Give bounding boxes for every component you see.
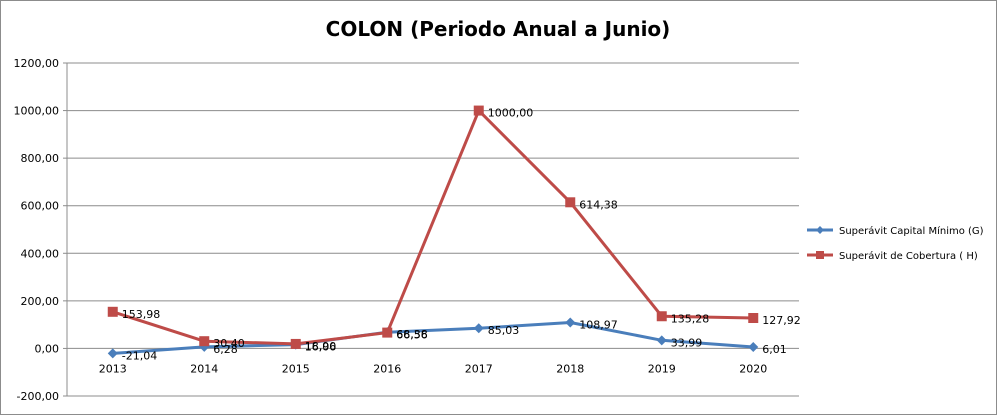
legend: Superávit Capital Mínimo (G) Superávit de…: [807, 225, 984, 262]
series-line-2: [112, 109, 754, 346]
x-tick-label: 2014: [190, 362, 218, 375]
series-marker-square: [107, 306, 118, 317]
series-marker-diamond: [656, 335, 667, 346]
data-label: 1000,00: [488, 107, 534, 120]
data-label: 6,01: [762, 343, 787, 356]
y-tick-label: -200,00: [17, 390, 59, 403]
series-marker-square: [290, 338, 301, 349]
series-marker-square: [748, 313, 759, 324]
y-tick-label: 200,00: [21, 295, 60, 308]
legend-entry-2: Superávit de Cobertura ( H): [839, 250, 978, 262]
series-marker-square: [656, 311, 667, 322]
data-label: 66,56: [396, 329, 428, 342]
series-marker-diamond: [748, 341, 759, 352]
x-tick-label: 2013: [99, 362, 127, 375]
legend-marker-diamond: [816, 226, 824, 234]
x-tick-label: 2016: [373, 362, 401, 375]
series-marker-square: [199, 336, 210, 347]
data-label: 135,28: [671, 312, 710, 325]
y-tick-label: 1000,00: [14, 105, 60, 118]
data-label: 6,28: [213, 343, 238, 356]
data-label: 127,92: [762, 314, 801, 327]
series-marker-square: [382, 327, 393, 338]
data-label: 33,99: [671, 336, 703, 349]
y-tick-label: 1200,00: [14, 57, 60, 70]
axes: -200,00 0,00 200,00 400,00 600,00 800,00 1000,…: [14, 57, 768, 403]
series-marker-square: [565, 197, 576, 208]
x-tick-label: 2018: [556, 362, 584, 375]
x-tick-label: 2020: [739, 362, 767, 375]
legend-marker-square: [816, 251, 824, 259]
chart-title: COLON (Periodo Anual a Junio): [326, 17, 671, 41]
series-marker-diamond: [565, 317, 576, 328]
data-label: 85,03: [488, 324, 520, 337]
y-tick-label: 400,00: [21, 247, 60, 260]
data-label: 18,90: [305, 340, 337, 353]
data-label: 16,06: [305, 341, 337, 354]
series-line-1: [112, 321, 754, 355]
data-label: 614,38: [579, 198, 618, 211]
y-tick-label: 800,00: [21, 152, 60, 165]
legend-entry-1: Superávit Capital Mínimo (G): [839, 225, 984, 237]
series-layer: [107, 105, 759, 359]
x-tick-label: 2015: [282, 362, 310, 375]
y-tick-label: 0,00: [35, 342, 60, 355]
data-label: 108,97: [579, 319, 618, 332]
data-label: 153,98: [122, 308, 161, 321]
x-tick-label: 2019: [648, 362, 676, 375]
x-tick-label: 2017: [465, 362, 493, 375]
data-labels: -21,04 6,28 16,06 68,38 85,03 108,97 33,99 6,01…: [122, 107, 801, 363]
data-label: -21,04: [122, 349, 157, 362]
data-label: 68,38: [396, 328, 428, 341]
series-marker-diamond: [107, 348, 118, 359]
series-marker-square: [473, 105, 484, 116]
y-tick-label: 600,00: [21, 200, 60, 213]
series-marker-diamond: [473, 323, 484, 334]
data-label: 30,40: [213, 337, 245, 350]
